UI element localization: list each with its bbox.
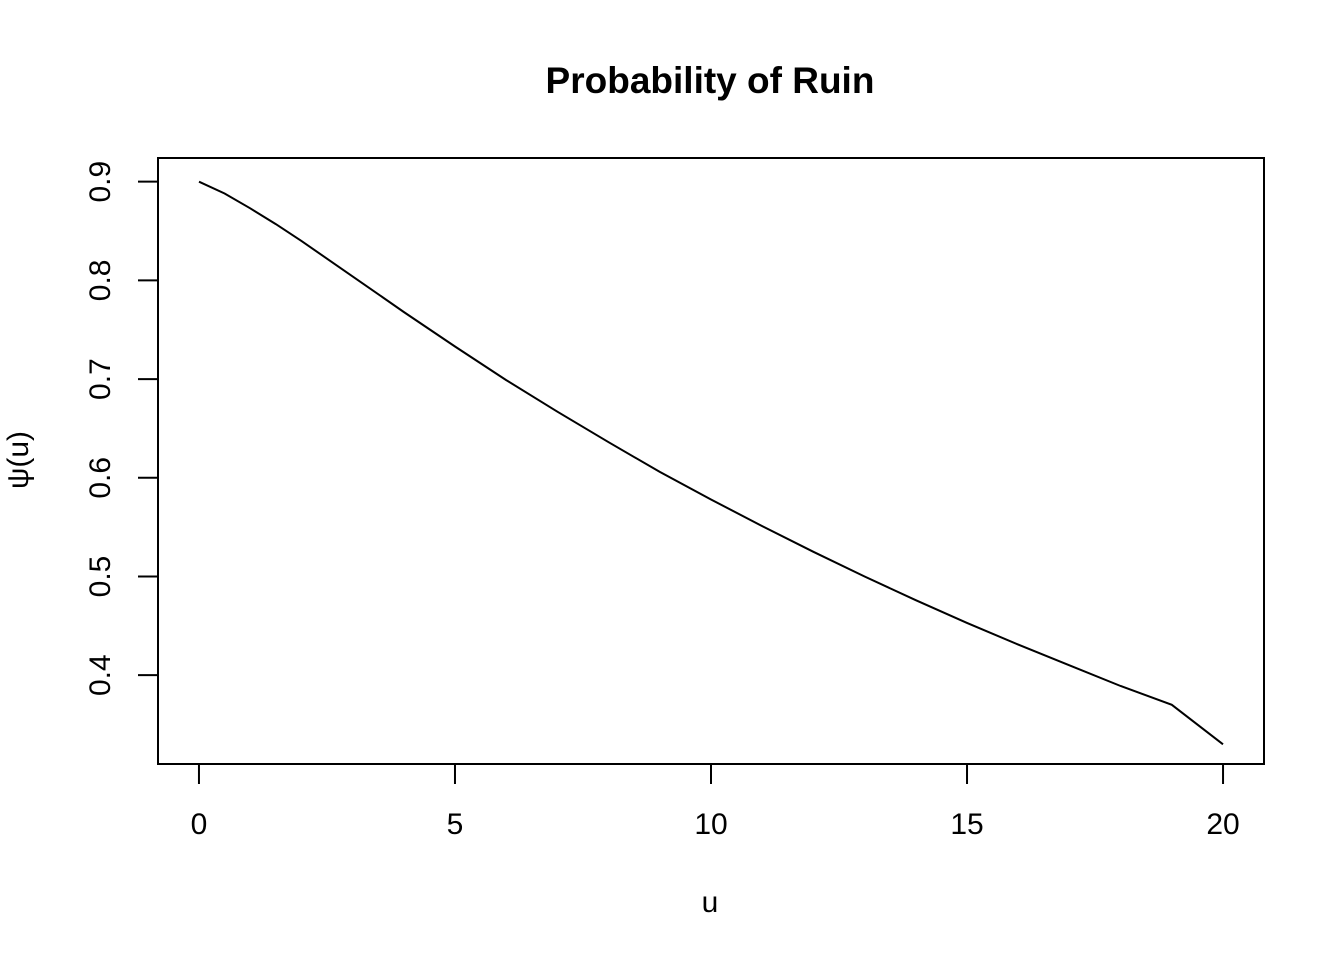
y-tick-label: 0.8: [84, 260, 117, 302]
y-tick-label: 0.4: [84, 654, 117, 696]
y-axis: 0.4 0.5 0.6 0.7 0.8 0.9: [84, 161, 159, 696]
y-tick-label: 0.7: [84, 358, 117, 400]
y-tick-label: 0.9: [84, 161, 117, 203]
y-tick-label: 0.6: [84, 457, 117, 499]
x-axis: 0 5 10 15 20: [191, 763, 1240, 841]
plot-frame: [157, 157, 1265, 765]
x-axis-label: u: [702, 886, 719, 919]
x-tick-label: 5: [447, 808, 464, 841]
y-axis-label: ψ(u): [2, 431, 35, 489]
chart-title: Probability of Ruin: [546, 60, 875, 101]
x-tick-label: 10: [694, 808, 727, 841]
series-line: [198, 180, 1224, 746]
x-tick-label: 15: [950, 808, 983, 841]
y-tick-label: 0.5: [84, 556, 117, 598]
x-tick-label: 0: [191, 808, 208, 841]
x-tick-label: 20: [1206, 808, 1239, 841]
